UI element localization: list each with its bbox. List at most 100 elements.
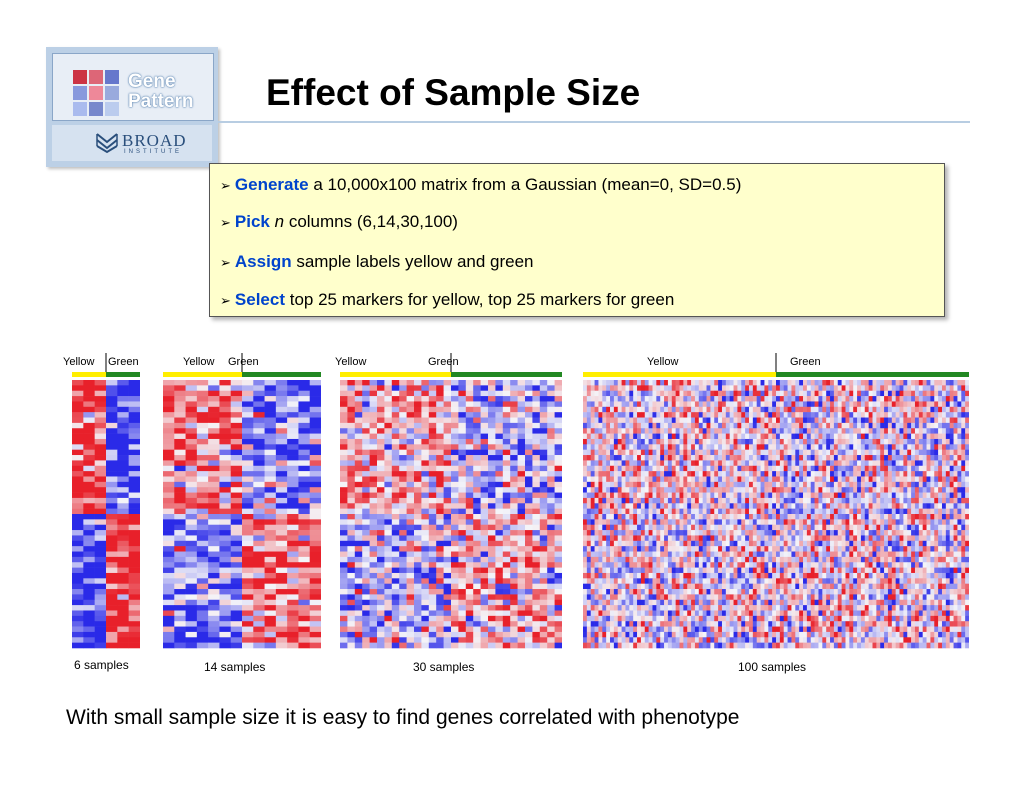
heatmap-cell [667,481,673,488]
heatmap-cell [532,583,541,590]
heatmap-cell [694,433,700,440]
heatmap-cell [309,492,321,499]
heatmap-cell [83,438,95,445]
heatmap-cell [667,503,673,509]
heatmap-cell [830,460,835,467]
heatmap-cell [480,412,489,418]
heatmap-cell [806,455,812,461]
heatmap-cell [826,406,831,413]
heatmap-cell [934,455,939,461]
heatmap-cell [384,492,393,499]
heatmap-cell [729,390,734,397]
heatmap-cell [128,428,140,434]
heatmap-cell [853,428,858,434]
heatmap-cell [219,422,232,429]
heatmap-cell [208,615,220,622]
heatmap-cell [637,380,642,386]
heatmap-cell [502,535,511,542]
heatmap-cell [369,615,378,622]
heatmap-cell [106,589,118,595]
heatmap-cell [606,487,611,493]
heatmap-cell [660,455,665,461]
heatmap-cell [733,401,738,408]
heatmap-cell [369,626,378,633]
heatmap-cell [756,487,761,493]
heatmap-cell [128,471,140,477]
heatmap-cell [930,476,935,483]
heatmap-cell [737,455,742,461]
heatmap-cell [702,497,707,504]
heatmap-cell [633,497,638,504]
heatmap-cell [163,551,175,558]
heatmap-cell [414,642,422,649]
heatmap-cell [768,428,773,434]
heatmap-cell [818,444,823,450]
heatmap-cell [208,460,220,467]
heatmap-cell [347,615,356,622]
heatmap-cell [652,503,657,509]
heatmap-cell [930,487,935,493]
heatmap-cell [219,546,232,552]
heatmap-cell [679,396,684,402]
heatmap-cell [652,460,657,467]
heatmap-cell [891,433,896,440]
heatmap-cell [83,562,95,568]
heatmap-cell [517,637,526,643]
heatmap-cell [772,471,777,477]
heatmap-cell [377,524,385,531]
hm3-yellow-label: Yellow [335,356,367,368]
heatmap-cell [853,460,858,467]
heatmap-cell [606,390,611,397]
heatmap-cell [660,449,665,456]
heatmap-cell [698,433,703,440]
heatmap-cell [806,428,812,434]
heatmap-cell [864,492,869,499]
heatmap-cell [934,481,939,488]
heatmap-cell [884,497,889,504]
heatmap-cell [340,524,348,531]
heatmap-cell [117,438,129,445]
heatmap-cell [675,465,680,472]
heatmap-cell [510,390,518,397]
heatmap-cell [539,605,548,611]
heatmap-cell [965,406,969,413]
heatmap-cell [502,481,511,488]
heatmap-cell [953,449,958,456]
heatmap-cell [414,508,422,515]
heatmap-cell [610,503,615,509]
heatmap-cell [230,599,243,606]
heatmap-cell [94,567,107,574]
heatmap-cell [443,449,452,456]
heatmap-cell [965,438,969,445]
heatmap-cell [617,497,622,504]
heatmap-cell [629,428,634,434]
heatmap-cell [185,380,198,386]
heatmap-cell [914,390,920,397]
heatmap-cell [675,449,680,456]
heatmap-cell [480,492,489,499]
heatmap-cell [185,615,198,622]
heatmap-cell [473,508,481,515]
heatmap-cell [849,503,854,509]
heatmap-cell [539,508,548,515]
heatmap-cell [725,465,730,472]
heatmap-cell [868,406,873,413]
heatmap-cell [714,444,719,450]
heatmap-cell [745,471,750,477]
heatmap-cell [876,503,881,509]
heatmap-cell [714,481,719,488]
heatmap-cell [714,401,719,408]
heatmap-cell [733,476,738,483]
heatmap-cell [779,417,785,424]
heatmap-cell [458,631,467,638]
heatmap-cell [465,519,474,526]
heatmap-cell [621,401,626,408]
heatmap-cell [706,433,711,440]
heatmap-cell [737,449,742,456]
heatmap-cell [547,631,555,638]
heatmap-cell [965,492,969,499]
heatmap-cell [660,492,665,499]
heatmap-cell [748,380,754,386]
heatmap-cell [458,449,467,456]
heatmap-cell [710,503,715,509]
